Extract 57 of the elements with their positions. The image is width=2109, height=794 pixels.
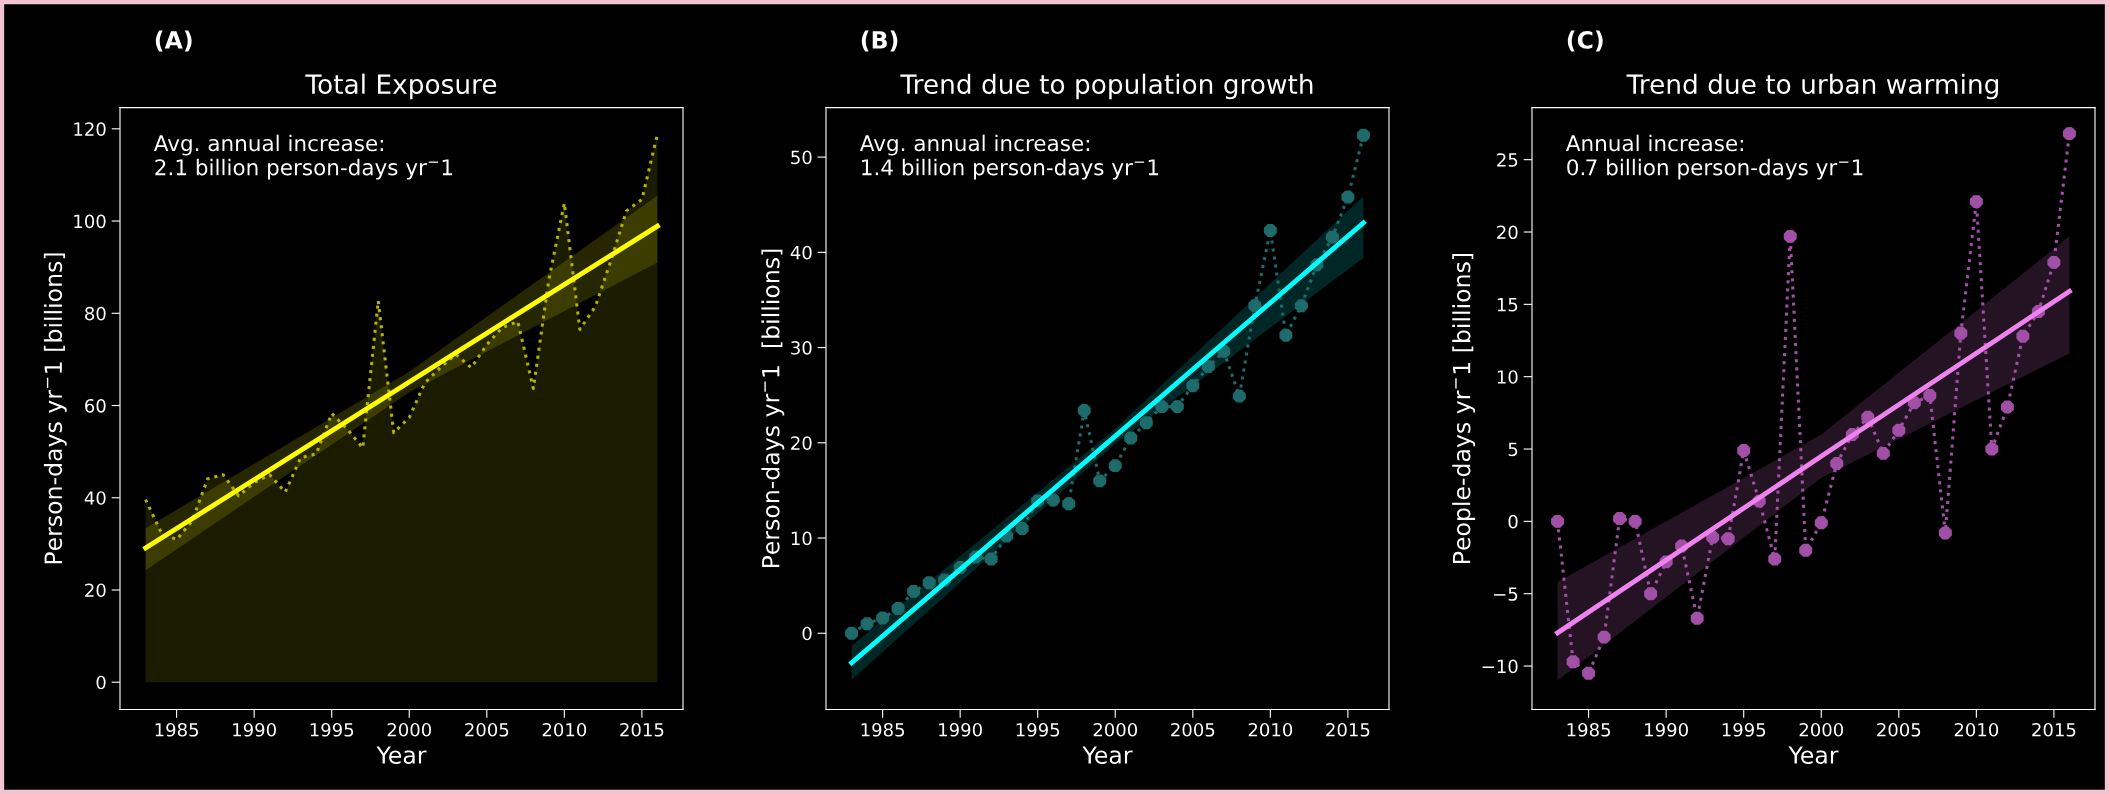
x-axis-title: Year — [1788, 746, 1839, 764]
text: (B) — [861, 30, 898, 52]
x-tick-label: 1990 — [233, 722, 276, 737]
x-tick-label: 1985 — [861, 722, 905, 737]
x-axis-title: Year — [1082, 746, 1133, 764]
x-axis-title: Year — [376, 746, 427, 764]
x-tick-label: 1995 — [1722, 722, 1766, 737]
x-tick-label: 2005 — [1877, 722, 1921, 737]
y-tick-label: 10 — [791, 531, 812, 546]
annotation: Avg. annual increase: 2.1 billion person-days yr$^{−}$1 — [153, 134, 453, 180]
x-tick-label: 1995 — [1016, 722, 1060, 737]
y-tick-label: −5 — [1494, 587, 1518, 601]
x-tick-label: 2005 — [1171, 722, 1215, 737]
x-tick-label: 1995 — [310, 722, 354, 737]
y-tick-label: 50 — [791, 150, 812, 165]
y-tick-label: 40 — [790, 245, 812, 260]
x-tick-label: 2015 — [620, 722, 664, 737]
x-tick-label: 2000 — [1093, 722, 1138, 737]
y-tick-label: 10 — [1497, 370, 1518, 384]
text: (A) — [155, 30, 192, 52]
x-tick-label: 1985 — [1567, 722, 1611, 737]
annotation: Avg. annual increase: 1.4 billion person-days yr$^{−}$1 — [859, 134, 1159, 180]
y-tick-label: −10 — [1482, 659, 1518, 674]
x-tick-label: 2000 — [1799, 722, 1844, 737]
y-tick-label: 5 — [1508, 442, 1518, 457]
y-tick-label: 120 — [74, 122, 106, 136]
x-tick-label: 2005 — [465, 722, 509, 737]
x-tick-label: 2015 — [2032, 722, 2076, 737]
y-tick-label: 15 — [1497, 298, 1518, 312]
chart-title: Trend due to urban warming — [1626, 73, 1999, 100]
chart-title: Total Exposure — [305, 73, 497, 100]
y-tick-label: 0 — [1508, 514, 1518, 529]
chart-title: Trend due to population growth — [900, 73, 1313, 100]
y-tick-label: 100 — [74, 214, 106, 229]
text: (C) — [1567, 30, 1603, 52]
y-tick-label: 25 — [1497, 153, 1518, 167]
x-tick-label: 1990 — [1645, 722, 1688, 737]
y-tick-label: 30 — [791, 341, 812, 355]
x-tick-label: 2010 — [542, 722, 587, 737]
y-tick-label: 80 — [85, 306, 106, 321]
y-tick-label: 40 — [84, 491, 106, 505]
x-tick-label: 1985 — [155, 722, 199, 737]
y-axis-title: People-days yr$^{−}$1 [billions] — [1452, 253, 1476, 563]
x-tick-label: 1990 — [939, 722, 982, 737]
y-tick-label: 20 — [1497, 225, 1518, 240]
y-tick-label: 60 — [85, 398, 106, 413]
y-tick-label: 0 — [802, 626, 812, 641]
x-tick-label: 2010 — [1248, 722, 1293, 737]
y-axis-title: Person-days yr$^{−}$1 [billions] — [761, 249, 785, 568]
x-tick-label: 2015 — [1326, 722, 1370, 737]
y-axis-title: Person-days yr$^{−}$1 [billions] — [43, 253, 67, 564]
x-tick-label: 2000 — [387, 722, 432, 737]
y-tick-label: 0 — [96, 675, 106, 690]
y-tick-label: 20 — [85, 583, 106, 598]
x-tick-label: 2010 — [1954, 722, 1999, 737]
y-tick-label: 20 — [791, 436, 812, 450]
annotation: Annual increase: 0.7 billion person-days yr$^{−}$1 — [1565, 134, 1863, 180]
